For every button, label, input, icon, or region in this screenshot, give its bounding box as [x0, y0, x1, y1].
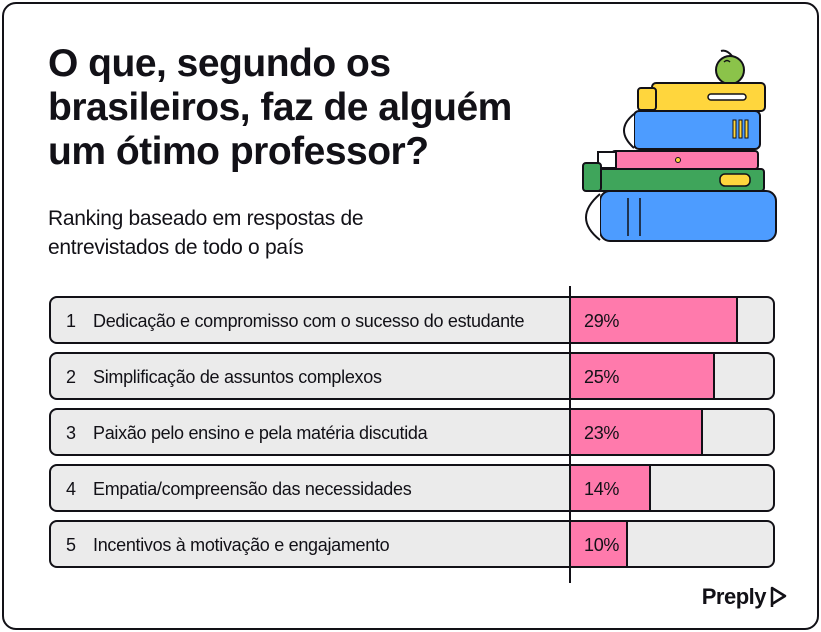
- bar-3: [570, 410, 703, 454]
- preply-logo-icon: [770, 586, 787, 607]
- page-subtitle: Ranking baseado em respostas de entrevis…: [48, 207, 364, 259]
- ranking-row-2: 2 Simplificação de assuntos complexos: [49, 352, 572, 400]
- ranking-bar-chart: 1 Dedicação e compromisso com o sucesso d…: [4, 4, 817, 628]
- brand-name: Preply: [701, 584, 767, 609]
- brand-logo: Preply: [702, 584, 789, 610]
- ranking-row-3: 3 Paixão pelo ensino e pela matéria discu…: [49, 408, 572, 456]
- rank-number: 1: [66, 311, 77, 331]
- bar-5: [570, 522, 628, 566]
- page-title: O que, segundo os brasileiros, faz de al…: [48, 42, 512, 173]
- ranking-row-1: 1 Dedicação e compromisso com o sucesso d…: [49, 296, 572, 344]
- bar-4: [570, 466, 651, 510]
- books-illustration: [582, 49, 777, 242]
- data-label: 29%: [584, 311, 620, 331]
- green-book-icon: [582, 162, 765, 192]
- large-blue-book-icon: [585, 190, 777, 242]
- bar-track: 10%: [570, 520, 775, 568]
- ranking-row-4: 4 Empatia/compreensão das necessidades: [49, 464, 572, 512]
- category-label: Paixão pelo ensino e pela matéria discut…: [93, 423, 428, 443]
- bar-track: 25%: [570, 352, 775, 400]
- data-label: 23%: [584, 423, 620, 443]
- blue-book-icon: [623, 110, 761, 150]
- category-label: Simplificação de assuntos complexos: [93, 367, 382, 387]
- bar-track: 14%: [570, 464, 775, 512]
- data-label: 14%: [584, 479, 620, 499]
- data-label: 25%: [584, 367, 620, 387]
- pink-book-icon: [597, 150, 759, 170]
- bar-track: 23%: [570, 408, 775, 456]
- ranking-row-5: 5 Incentivos à motivação e engajamento: [49, 520, 572, 568]
- category-label: Empatia/compreensão das necessidades: [93, 479, 412, 499]
- bar-track: 29%: [570, 296, 775, 344]
- rank-number: 2: [66, 367, 77, 387]
- rank-number: 5: [66, 535, 77, 555]
- data-label: 10%: [584, 535, 620, 555]
- chart-axis-line: [569, 286, 571, 583]
- bar-2: [570, 354, 715, 398]
- rank-number: 3: [66, 423, 77, 443]
- category-label: Incentivos à motivação e engajamento: [93, 535, 390, 555]
- category-label: Dedicação e compromisso com o sucesso do…: [93, 311, 525, 331]
- rank-number: 4: [66, 479, 77, 499]
- bar-1: [570, 298, 738, 342]
